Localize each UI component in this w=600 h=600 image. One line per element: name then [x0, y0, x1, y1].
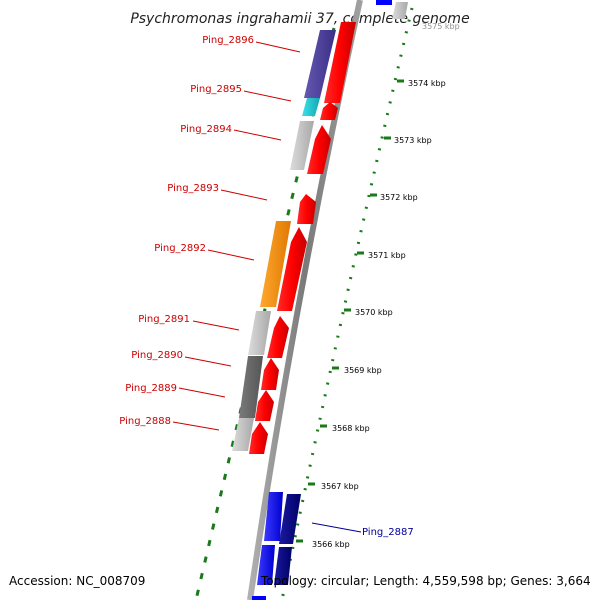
feature-ping-2887-b [279, 494, 301, 544]
kbp-label-3567: 3567 kbp [321, 482, 359, 491]
kbp-label-3570: 3570 kbp [355, 308, 393, 317]
kbp-label-3568: 3568 kbp [332, 424, 370, 433]
kbp-label-3566: 3566 kbp [312, 540, 350, 549]
feature-ping-2895 [302, 98, 320, 116]
feature-ping-2891-fwd [267, 316, 289, 358]
gene-label-ping-2892: Ping_2892 [154, 243, 206, 254]
kbp-label-3575: 3575 kbp [422, 22, 460, 31]
feature-ping-2886-a [257, 545, 275, 585]
feature-ping-2894-fwd [307, 125, 331, 174]
kbp-label-3569: 3569 kbp [344, 366, 382, 375]
feature-ping-2893-fwd [297, 194, 316, 224]
feature-ping-2896-fwd [324, 22, 356, 103]
feature-top-blue [376, 0, 392, 5]
feature-ping-2895-fwd [320, 102, 338, 120]
feature-bottom-blue [252, 596, 266, 600]
kbp-label-3573: 3573 kbp [394, 136, 432, 145]
kbp-label-3571: 3571 kbp [368, 251, 406, 260]
gene-label-ping-2890: Ping_2890 [131, 350, 183, 361]
gene-label-ping-2893: Ping_2893 [167, 183, 219, 194]
gene-label-ping-2896: Ping_2896 [202, 35, 254, 46]
gene-label-ping-2889: Ping_2889 [125, 383, 177, 394]
kbp-label-3574: 3574 kbp [408, 79, 446, 88]
feature-ping-2890-fwd [261, 358, 279, 390]
feature-top-gray [392, 2, 408, 19]
feature-ping-2896 [304, 30, 336, 98]
feature-ping-2888-fwd [249, 422, 268, 454]
gene-leader-lines [172, 41, 362, 533]
topology-summary: Topology: circular; Length: 4,559,598 bp… [261, 574, 591, 588]
gene-label-ping-2888: Ping_2888 [119, 416, 171, 427]
gene-label-ping-2894: Ping_2894 [180, 124, 232, 135]
feature-ping-2894 [290, 121, 314, 170]
feature-ping-2886-b [274, 547, 292, 585]
gene-labels: Ping_2896 Ping_2895 Ping_2894 Ping_2893 Ping… [119, 35, 413, 538]
feature-ping-2887-a [264, 492, 283, 541]
feature-ping-2892 [260, 221, 291, 307]
feature-ping-2891 [248, 311, 271, 355]
feature-ping-2888 [232, 418, 254, 451]
feature-ping-2892-fwd [277, 227, 307, 311]
feature-ping-2890 [239, 356, 263, 418]
kbp-label-3572: 3572 kbp [380, 193, 418, 202]
gene-label-ping-2891: Ping_2891 [138, 314, 190, 325]
accession-text: Accession: NC_008709 [9, 574, 146, 588]
kbp-labels: 3575 kbp 3574 kbp 3573 kbp 3572 kbp 3571 kbp… [312, 22, 460, 549]
gene-label-ping-2895: Ping_2895 [190, 84, 242, 95]
gene-label-ping-2887: Ping_2887 [362, 527, 414, 538]
map-title: Psychromonas ingrahamii 37, complete gen… [130, 11, 469, 27]
feature-ping-2889-fwd [255, 390, 274, 421]
kbp-ticks [296, 79, 404, 543]
